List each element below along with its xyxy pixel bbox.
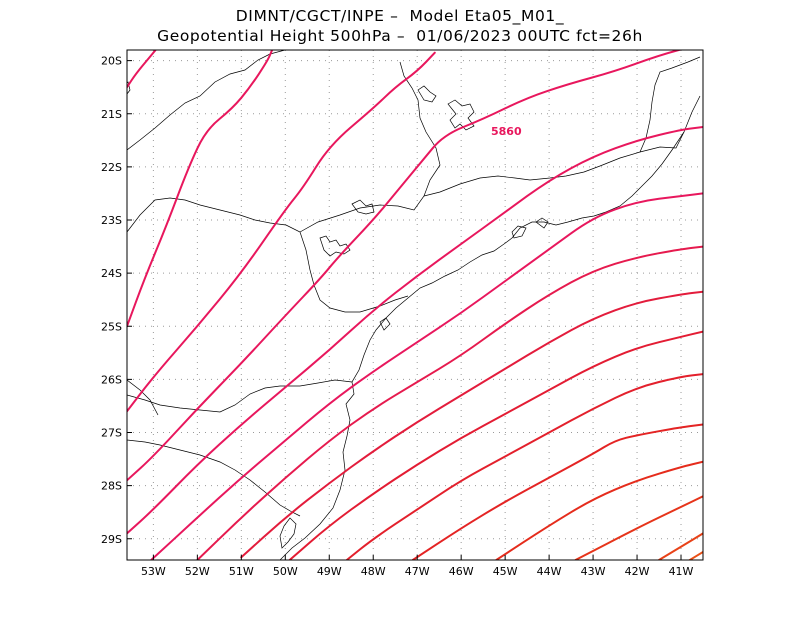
lon-tick-label: 52W [185, 565, 210, 578]
contour-line-14 [658, 532, 703, 560]
contour-line-1 [127, 50, 157, 89]
lagoa-patos [279, 517, 297, 549]
contour-line-13 [574, 495, 703, 560]
height-contours [127, 50, 703, 560]
chart-title-line1: DIMNT/CGCT/INPE – Model Eta05_M01_ [235, 7, 565, 25]
border-sp-mg-east [299, 61, 441, 233]
contour-line-9 [288, 330, 703, 560]
lat-tick-label: 27S [101, 427, 122, 440]
border-rj-es [639, 56, 701, 153]
lon-tick-label: 42W [625, 565, 650, 578]
lon-tick-label: 49W [317, 565, 342, 578]
lon-tick-label: 48W [361, 565, 386, 578]
contour-line-15 [687, 551, 703, 560]
reservoir-paranapanema [351, 199, 375, 215]
border-argentina [127, 379, 159, 416]
lon-tick-label: 53W [141, 565, 166, 578]
lon-tick-label: 43W [581, 565, 606, 578]
coastline [279, 95, 701, 560]
lon-tick-label: 51W [229, 565, 254, 578]
lon-tick-label: 50W [273, 565, 298, 578]
contour-label-5860: 5860 [491, 125, 522, 138]
bay-guanabara [511, 225, 527, 239]
contour-line-5 [127, 126, 703, 535]
lon-tick-label: 41W [669, 565, 694, 578]
border-mg-sp [127, 50, 286, 151]
contour-line-3 [127, 51, 436, 413]
contour-line-2 [127, 50, 274, 328]
lat-tick-label: 26S [101, 373, 122, 386]
lon-tick-label: 47W [405, 565, 430, 578]
lon-tick-label: 44W [537, 565, 562, 578]
contour-line-12 [495, 460, 703, 560]
lat-tick-label: 25S [101, 320, 122, 333]
lat-tick-label: 23S [101, 214, 122, 227]
lat-lon-grid [127, 50, 703, 560]
bay-paranagua [379, 317, 391, 331]
contour-line-10 [345, 373, 703, 560]
contour-line-4 [127, 50, 683, 482]
border-ms-pr [127, 197, 409, 313]
border-pr-sc [127, 379, 353, 413]
bay-sepetiba [535, 217, 549, 229]
lat-tick-label: 29S [101, 533, 122, 546]
reservoir-furnas [447, 99, 475, 131]
lon-tick-label: 46W [449, 565, 474, 578]
contour-line-11 [411, 423, 703, 560]
lat-tick-label: 20S [101, 55, 122, 68]
contour-line-6 [150, 192, 703, 560]
chart-title-line2: Geopotential Height 500hPa – 01/06/2023 … [157, 27, 643, 45]
border-sc-rs [127, 439, 301, 517]
plot-frame [126, 49, 704, 561]
lon-tick-label: 45W [493, 565, 518, 578]
lat-tick-label: 24S [101, 267, 122, 280]
lat-tick-label: 21S [101, 108, 122, 121]
reservoir-mantiqueira [417, 85, 437, 103]
reservoir-tiete [319, 235, 351, 257]
border-mg-rj [423, 131, 685, 197]
lat-tick-label: 22S [101, 161, 122, 174]
axis-ticks: 53W 52W 51W 50W 49W 48W 47W 46W 45W 44W 43W 42W 41W 2… [101, 55, 694, 578]
small-island [127, 81, 131, 95]
contour-line-7 [196, 245, 703, 560]
contour-line-8 [240, 290, 703, 559]
lat-tick-label: 28S [101, 480, 122, 493]
coastline-and-borders [127, 50, 701, 560]
